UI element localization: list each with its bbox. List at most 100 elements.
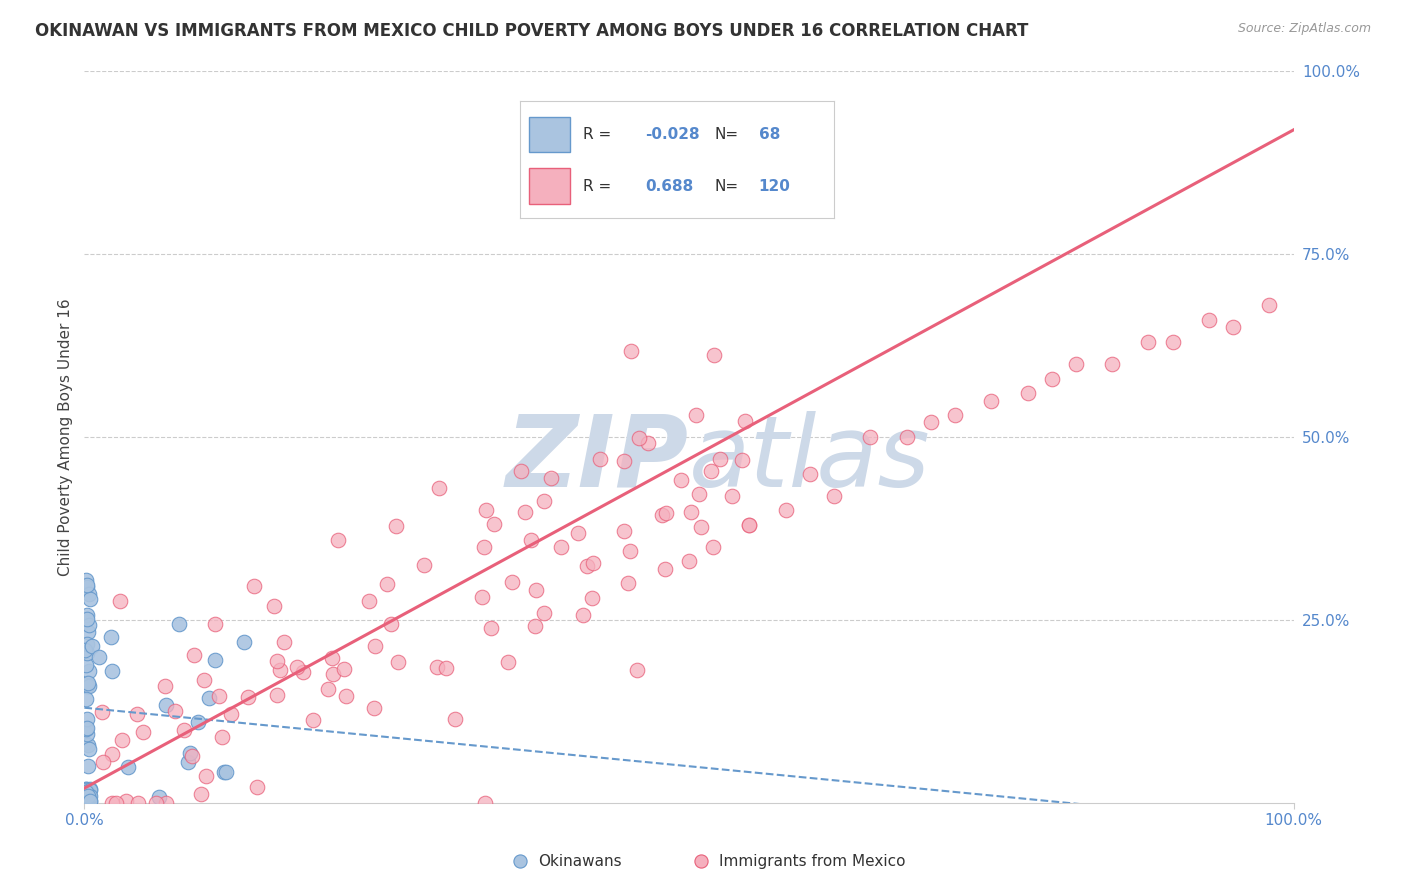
Point <box>620 343 643 358</box>
Point <box>685 408 707 422</box>
Point <box>702 540 724 554</box>
Y-axis label: Child Poverty Among Boys Under 16: Child Poverty Among Boys Under 16 <box>58 298 73 576</box>
Point <box>1222 320 1244 334</box>
Point <box>76 786 98 800</box>
Point <box>77 759 100 773</box>
Point <box>76 612 98 626</box>
Point <box>75 781 97 796</box>
Point <box>108 594 131 608</box>
Point <box>75 785 97 799</box>
Point <box>73 786 96 800</box>
Point <box>105 796 128 810</box>
Point <box>89 650 111 665</box>
Point <box>637 435 659 450</box>
Point <box>219 706 242 721</box>
Point <box>655 506 678 520</box>
Point <box>332 662 354 676</box>
Point <box>540 471 562 485</box>
Point <box>703 348 725 362</box>
Point <box>1040 371 1063 385</box>
Point <box>627 431 650 445</box>
Point <box>90 705 112 719</box>
Point <box>426 659 449 673</box>
Point <box>76 607 98 622</box>
Point <box>364 639 387 653</box>
Point <box>77 625 100 640</box>
Point <box>77 791 100 805</box>
Point <box>738 517 761 532</box>
Point <box>479 620 502 634</box>
Point <box>76 721 98 735</box>
Point <box>484 516 506 531</box>
Point <box>77 795 100 809</box>
Point <box>155 698 177 713</box>
Text: Immigrants from Mexico: Immigrants from Mexico <box>720 854 905 869</box>
Point <box>155 796 177 810</box>
Point <box>77 788 100 802</box>
Point <box>671 473 693 487</box>
Point <box>145 796 167 810</box>
Point <box>165 704 187 718</box>
Point <box>690 855 713 869</box>
Point <box>204 616 226 631</box>
Point <box>510 464 533 478</box>
Point <box>177 755 200 769</box>
Point <box>238 690 260 705</box>
Point <box>943 408 966 422</box>
Point <box>214 764 236 779</box>
Point <box>859 430 882 444</box>
Point <box>93 756 115 770</box>
Point <box>678 554 700 568</box>
Point <box>322 667 344 681</box>
Point <box>799 467 821 481</box>
Point <box>73 792 96 806</box>
Point <box>233 635 256 649</box>
Point <box>111 733 134 747</box>
Point <box>474 503 496 517</box>
Point <box>76 679 98 693</box>
Point <box>117 760 139 774</box>
Point <box>567 526 589 541</box>
Point <box>76 789 98 803</box>
Text: Source: ZipAtlas.com: Source: ZipAtlas.com <box>1237 22 1371 36</box>
Point <box>654 562 676 576</box>
Point <box>76 789 98 804</box>
Point <box>76 739 98 753</box>
Point <box>524 583 547 598</box>
Point <box>501 574 523 589</box>
Point <box>651 508 673 522</box>
Point <box>613 524 636 538</box>
Point <box>204 653 226 667</box>
Point <box>77 665 100 679</box>
Point <box>582 556 605 570</box>
Point <box>76 580 98 594</box>
Point <box>148 789 170 804</box>
Point <box>214 764 236 779</box>
Point <box>80 639 103 653</box>
Point <box>79 789 101 803</box>
Text: Okinawans: Okinawans <box>538 854 621 869</box>
Point <box>571 608 593 623</box>
Point <box>471 590 494 604</box>
Point <box>617 576 640 591</box>
Point <box>75 692 97 706</box>
Point <box>738 517 761 532</box>
Point <box>285 660 308 674</box>
Point <box>690 520 713 534</box>
Point <box>1161 334 1184 349</box>
Point <box>413 558 436 572</box>
Point <box>75 736 97 750</box>
Point <box>181 749 204 764</box>
Point <box>243 579 266 593</box>
Point <box>775 503 797 517</box>
Point <box>1064 357 1087 371</box>
Point <box>1258 298 1281 312</box>
Point <box>75 657 97 672</box>
Point <box>76 637 98 651</box>
Point <box>581 591 603 605</box>
Point <box>823 489 845 503</box>
Point <box>387 655 409 669</box>
Point <box>920 416 942 430</box>
Point <box>79 783 101 797</box>
Point <box>321 651 343 665</box>
